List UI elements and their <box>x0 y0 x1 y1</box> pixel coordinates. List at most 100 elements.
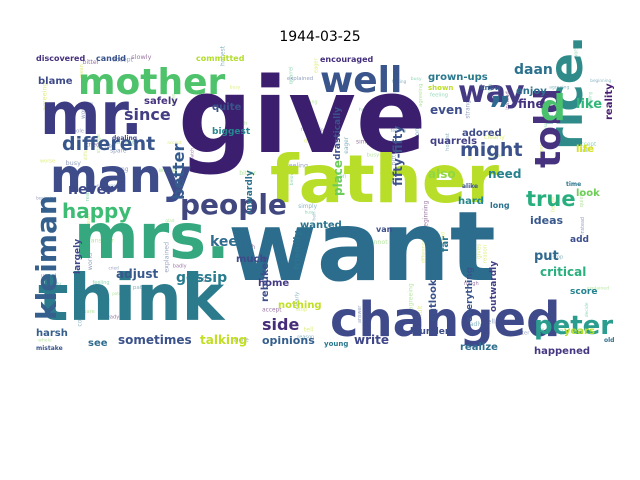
cloud-word: dealing <box>112 135 137 142</box>
cloud-word: far <box>440 236 451 252</box>
svg-text:world: world <box>81 103 87 119</box>
cloud-word: many <box>50 149 192 203</box>
cloud-word: kleiman <box>30 195 63 320</box>
cloud-word: want <box>228 191 496 303</box>
svg-text:honest: honest <box>105 183 121 189</box>
cloud-word: outwardly <box>489 261 499 312</box>
svg-text:beginning: beginning <box>36 195 56 200</box>
cloud-word: way <box>458 75 525 110</box>
svg-text:clearly: clearly <box>295 292 301 309</box>
cloud-word: think <box>38 262 226 336</box>
svg-text:agreeing: agreeing <box>418 84 424 107</box>
svg-text:gives: gives <box>477 244 483 259</box>
cloud-word: know <box>480 84 501 92</box>
cloud-word: d <box>540 88 566 129</box>
svg-text:bitter: bitter <box>515 331 530 337</box>
svg-text:tell: tell <box>581 148 589 154</box>
svg-text:busy: busy <box>66 159 82 167</box>
cloud-word: everything <box>465 267 475 322</box>
svg-text:world: world <box>351 188 356 200</box>
cloud-word: keep <box>210 234 248 250</box>
svg-text:busy: busy <box>411 76 422 82</box>
cloud-word: talking <box>200 333 247 347</box>
svg-text:feeling: feeling <box>93 280 110 286</box>
cloud-word: look <box>576 188 600 199</box>
svg-text:cried: cried <box>109 265 120 270</box>
svg-text:instead: instead <box>580 217 586 235</box>
svg-text:explained: explained <box>587 286 609 292</box>
cloud-word: told <box>528 88 569 168</box>
cloud-word: much <box>236 254 267 265</box>
svg-text:tried: tried <box>86 143 100 149</box>
cloud-word: even <box>430 103 463 117</box>
svg-text:comfort: comfort <box>88 184 105 189</box>
svg-text:tell: tell <box>304 327 314 334</box>
cloud-word: committed <box>196 54 245 63</box>
svg-text:reason: reason <box>85 183 91 201</box>
cloud-word: fine <box>518 97 544 111</box>
cloud-word: side <box>262 315 299 334</box>
cloud-word: place <box>331 160 345 196</box>
cloud-word: adored <box>462 128 502 139</box>
cloud-word: quarrels <box>430 136 477 147</box>
svg-text:spare: spare <box>81 309 95 315</box>
cloud-word: different <box>62 133 155 155</box>
svg-text:clearly: clearly <box>380 171 399 177</box>
cloud-word: ” <box>488 90 512 131</box>
svg-text:bitter: bitter <box>389 148 397 166</box>
svg-text:accept: accept <box>112 57 133 64</box>
svg-text:tell: tell <box>485 317 495 325</box>
svg-text:difference: difference <box>421 240 427 263</box>
cloud-word: blame <box>38 76 73 87</box>
svg-text:difficult: difficult <box>418 305 424 328</box>
cloud-word: add <box>570 235 589 245</box>
svg-text:agreeing: agreeing <box>588 91 593 109</box>
svg-text:mean: mean <box>80 64 85 78</box>
svg-text:thing: thing <box>190 274 206 282</box>
cloud-word: wanted <box>300 220 342 231</box>
cloud-word: candid <box>96 54 126 63</box>
cloud-word: hard <box>458 196 484 207</box>
svg-text:badly: badly <box>173 264 187 270</box>
svg-text:feeling: feeling <box>287 162 308 169</box>
cloud-word: write <box>354 333 389 347</box>
cloud-word: friendly <box>293 231 303 270</box>
svg-text:explained: explained <box>287 76 313 82</box>
svg-text:quarrel: quarrel <box>289 66 295 84</box>
svg-text:worse: worse <box>574 44 580 58</box>
cloud-word: put <box>534 249 559 264</box>
svg-text:mean: mean <box>86 214 92 229</box>
svg-text:difference: difference <box>304 139 334 145</box>
cloud-word: old <box>604 337 614 344</box>
cloud-word: critical <box>540 265 586 279</box>
cloud-word: true <box>526 187 576 211</box>
svg-text:rough: rough <box>464 281 479 287</box>
cloud-word: quite <box>212 102 241 113</box>
svg-text:tried: tried <box>394 234 401 248</box>
svg-text:simply: simply <box>116 140 136 146</box>
cloud-word: encouraged <box>320 55 374 64</box>
svg-text:answer: answer <box>91 237 115 245</box>
svg-text:patch: patch <box>189 148 195 161</box>
svg-text:bitter: bitter <box>83 59 100 66</box>
svg-text:busy: busy <box>305 209 315 214</box>
svg-text:accept: accept <box>577 142 597 148</box>
cloud-word: mistake <box>36 345 63 352</box>
svg-text:whole: whole <box>159 168 177 174</box>
svg-text:badly: badly <box>361 117 377 123</box>
svg-text:reason: reason <box>297 334 314 340</box>
cloud-word: rice. <box>539 36 593 150</box>
svg-text:quietly: quietly <box>579 190 585 207</box>
svg-text:worse: worse <box>40 158 55 164</box>
svg-text:accept: accept <box>167 140 182 146</box>
cloud-word: give <box>178 55 426 177</box>
svg-text:tried: tried <box>441 232 447 243</box>
cloud-word: daan <box>514 62 553 78</box>
cloud-word: discovered <box>36 54 85 63</box>
cloud-word: blunders <box>410 327 455 337</box>
cloud-word: shown <box>428 84 453 92</box>
chart-title: 1944-03-25 <box>279 29 361 45</box>
svg-text:eager: eager <box>314 57 320 73</box>
cloud-word: peter <box>534 311 613 341</box>
